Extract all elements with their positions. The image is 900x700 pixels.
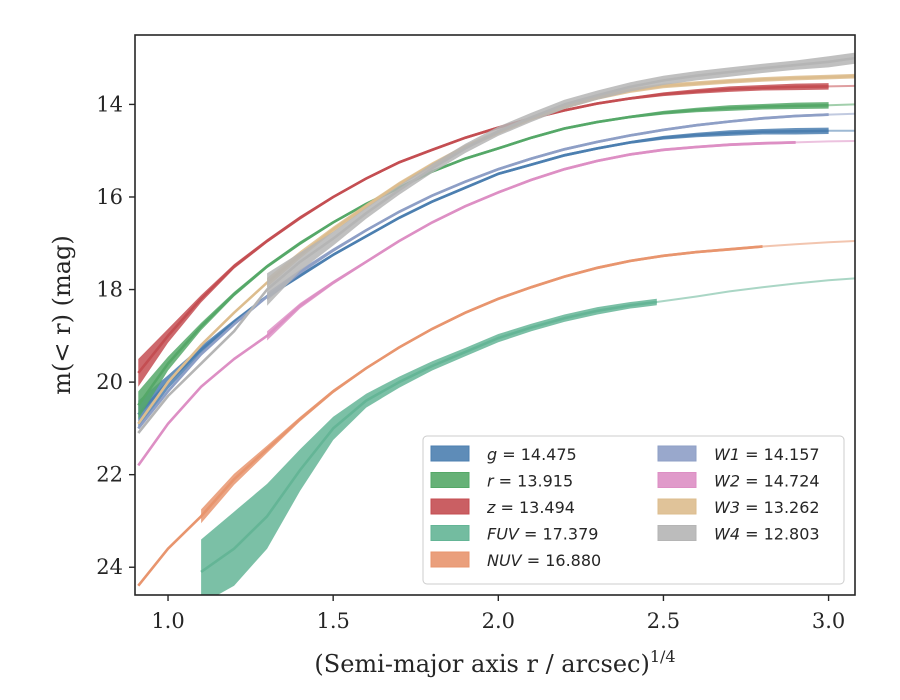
legend-swatch (430, 472, 470, 488)
legend-label-variable: W1 (714, 445, 740, 464)
legend-label: FUV = 17.379 (487, 525, 598, 544)
x-axis-ticks: 1.0 1.5 2.0 2.5 3.0 (151, 595, 845, 633)
legend-item-nuv: NUV = 16.880 (430, 551, 601, 570)
y-tick-label: 24 (96, 555, 123, 579)
series-layer (137, 52, 855, 595)
legend-label-value: = 13.494 (495, 498, 575, 517)
legend-label-value: = 13.262 (740, 498, 820, 517)
legend-swatch (430, 525, 470, 541)
series-line (137, 141, 796, 467)
y-tick-label: 18 (96, 278, 123, 302)
x-axis-title-exponent: 1/4 (650, 647, 676, 666)
y-tick-label: 22 (96, 463, 123, 487)
legend-item-w1: W1 = 14.157 (657, 445, 820, 464)
series-line (200, 300, 657, 573)
y-tick-label: 20 (96, 370, 123, 394)
legend-swatch (657, 498, 697, 515)
legend-label-value: = 14.475 (497, 445, 577, 464)
legend-label: W4 = 12.803 (714, 525, 820, 544)
legend-swatch (430, 498, 470, 515)
legend-label-value: = 14.157 (740, 445, 820, 464)
series-line (137, 56, 855, 434)
legend-label-value: = 13.915 (494, 472, 574, 491)
legend-label: W1 = 14.157 (714, 445, 820, 464)
legend-swatch (657, 525, 697, 541)
y-axis-title: m(< r) (mag) (48, 235, 76, 394)
series-nuv (137, 240, 855, 587)
series-w2 (137, 140, 855, 467)
legend-label-variable: g (487, 445, 497, 464)
legend-label-value: = 17.379 (519, 525, 599, 544)
legend-item-w4: W4 = 12.803 (657, 525, 820, 544)
x-axis-title-text: (Semi-major axis r / arcsec) (314, 650, 649, 678)
y-axis-ticks: 14 16 18 20 22 24 (96, 92, 135, 579)
y-tick-label: 14 (96, 92, 123, 116)
series-w4 (137, 52, 855, 434)
legend-item-w3: W3 = 13.262 (657, 498, 820, 517)
legend-label-value: = 14.724 (740, 472, 820, 491)
series-line (137, 245, 763, 587)
legend-label-variable: z (486, 498, 496, 517)
axes-frame (134, 34, 856, 596)
y-tick-label: 16 (96, 185, 123, 209)
legend-label: W3 = 13.262 (714, 498, 820, 517)
x-tick-label: 1.5 (316, 609, 349, 633)
legend-label-variable: W2 (714, 472, 740, 491)
legend-label: g = 14.475 (487, 445, 577, 464)
x-tick-label: 1.0 (151, 609, 184, 633)
series-band (201, 298, 657, 595)
x-axis-title: (Semi-major axis r / arcsec)1/4 (314, 647, 675, 678)
legend-label: NUV = 16.880 (487, 551, 601, 570)
legend-label-variable: W3 (714, 498, 740, 517)
legend-item-fuv: FUV = 17.379 (430, 525, 598, 544)
legend-swatch (430, 551, 470, 568)
legend-label-variable: W4 (714, 525, 740, 544)
legend-item-w2: W2 = 14.724 (657, 472, 820, 491)
x-tick-label: 2.0 (482, 609, 515, 633)
legend-item-g: g = 14.475 (430, 445, 577, 464)
x-tick-label: 3.0 (812, 609, 845, 633)
legend-label: r = 13.915 (487, 472, 573, 491)
legend-swatch (430, 445, 470, 462)
legend-label-variable: NUV (487, 551, 523, 570)
series-fuv (200, 277, 855, 595)
legend-label: z = 13.494 (486, 498, 575, 517)
series-band (267, 52, 855, 306)
legend-item-r: r = 13.915 (430, 472, 573, 491)
series-line (137, 104, 829, 406)
legend-label-variable: FUV (487, 525, 520, 544)
legend-swatch (657, 472, 697, 488)
legend-box (422, 435, 845, 585)
series-line (137, 85, 829, 374)
legend-label-variable: r (487, 472, 495, 491)
x-tick-label: 2.5 (647, 609, 680, 633)
legend-label-value: = 12.803 (740, 525, 820, 544)
legend-label: W2 = 14.724 (714, 472, 820, 491)
legend-label-value: = 16.880 (522, 551, 602, 570)
series-r (137, 102, 855, 420)
legend-swatch (657, 445, 697, 462)
legend-item-z: z = 13.494 (430, 498, 575, 517)
